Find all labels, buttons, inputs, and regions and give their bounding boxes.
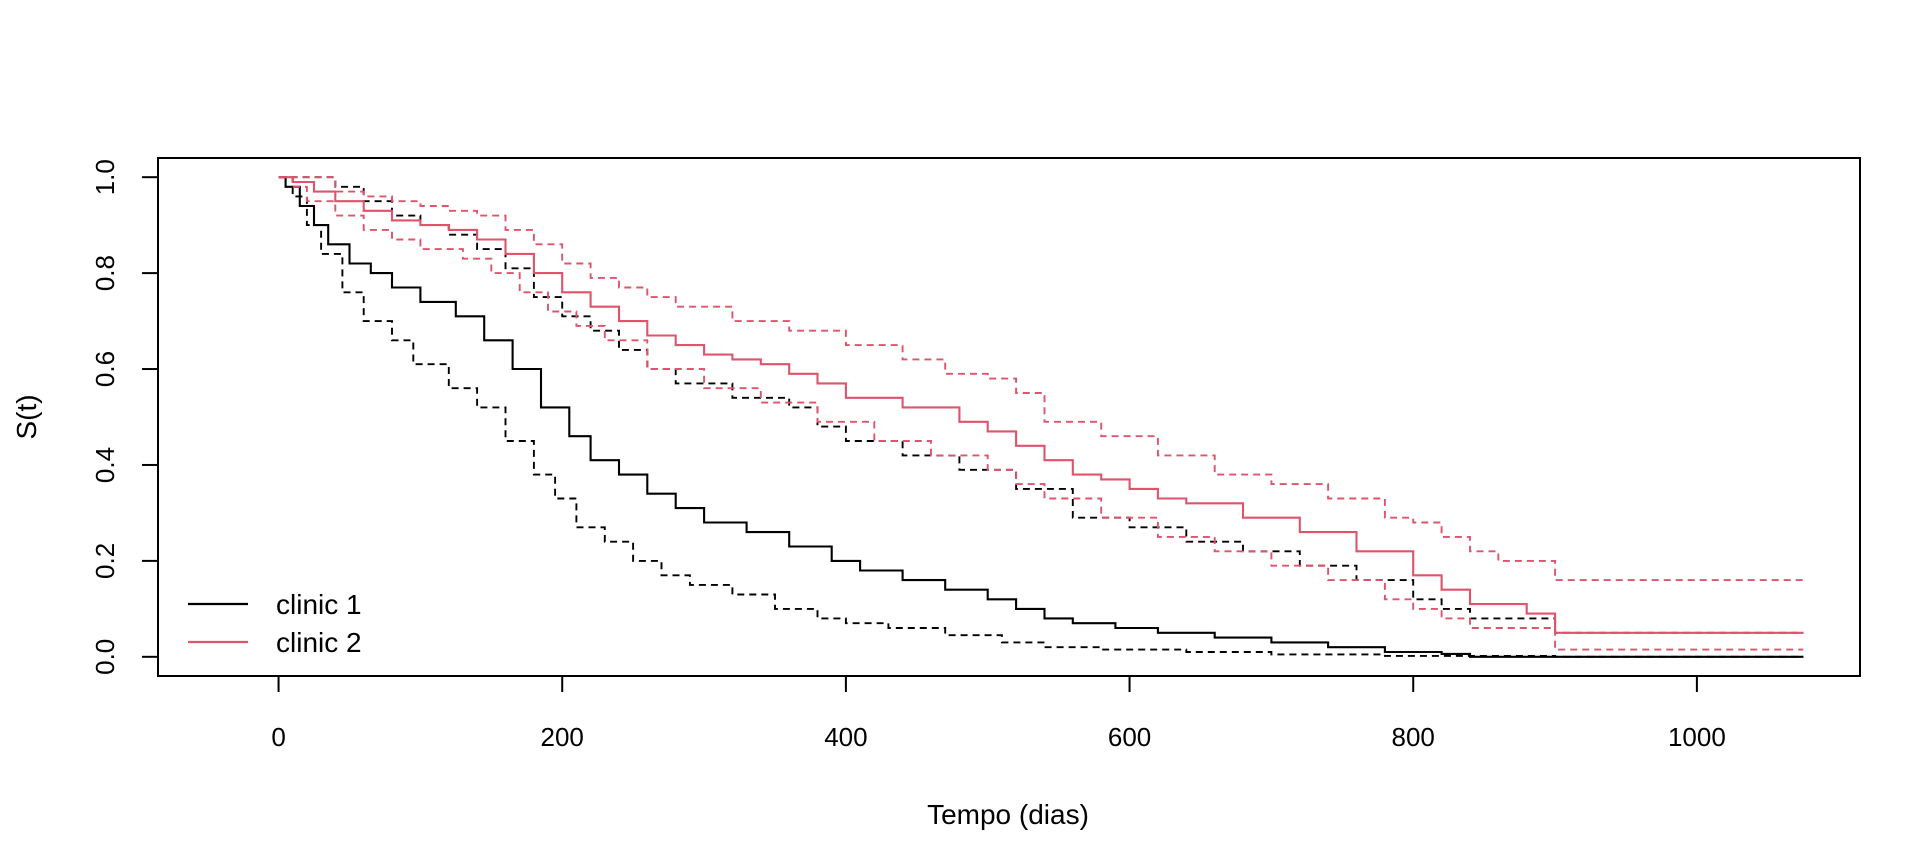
curve-5-lower-ci bbox=[278, 176, 1804, 651]
legend: clinic 1 clinic 2 bbox=[188, 589, 362, 658]
x-tick-label: 0 bbox=[271, 722, 285, 752]
x-axis-title: Tempo (dias) bbox=[927, 799, 1089, 830]
y-tick-label: 0.6 bbox=[90, 351, 120, 387]
x-tick-label: 800 bbox=[1392, 722, 1435, 752]
x-tick-label: 600 bbox=[1108, 722, 1151, 752]
x-tick-label: 1000 bbox=[1668, 722, 1726, 752]
curve-1-estimate bbox=[278, 176, 1804, 658]
curve-2-lower-ci bbox=[278, 176, 1804, 658]
y-tick-label: 1.0 bbox=[90, 159, 120, 195]
survival-curves bbox=[278, 176, 1804, 658]
x-tick-label: 200 bbox=[541, 722, 584, 752]
legend-label: clinic 1 bbox=[276, 589, 362, 620]
y-tick-label: 0.4 bbox=[90, 447, 120, 483]
y-axis: 0.0 0.2 0.4 0.6 0.8 1.0 bbox=[90, 159, 159, 675]
curve-4-estimate bbox=[278, 176, 1804, 634]
curve-6-upper-ci bbox=[278, 176, 1804, 582]
y-tick-label: 0.2 bbox=[90, 543, 120, 579]
x-tick-label: 400 bbox=[824, 722, 867, 752]
x-axis: 0 200 400 600 800 1000 bbox=[271, 675, 1726, 752]
y-tick-label: 0.8 bbox=[90, 255, 120, 291]
legend-label: clinic 2 bbox=[276, 627, 362, 658]
curve-3-upper-ci bbox=[278, 176, 1804, 634]
y-axis-title: S(t) bbox=[11, 394, 42, 439]
y-tick-label: 0.0 bbox=[90, 639, 120, 675]
